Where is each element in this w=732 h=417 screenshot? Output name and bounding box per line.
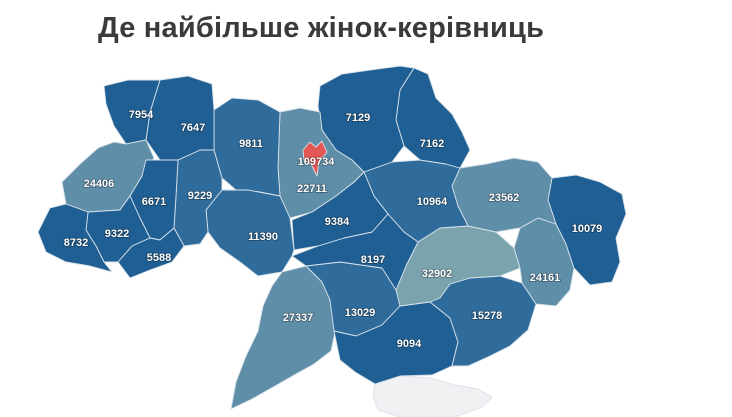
region-sumy[interactable] <box>395 67 471 169</box>
label-cherkasy: 9384 <box>325 216 350 228</box>
label-lviv: 24406 <box>84 178 115 190</box>
region-chernivtsi[interactable] <box>117 227 185 279</box>
label-odesa: 27337 <box>283 312 314 324</box>
label-dnipropetrovsk: 32902 <box>422 268 453 280</box>
label-khmelnytskyi: 9229 <box>188 190 212 202</box>
region-zakarpattia[interactable] <box>37 203 113 273</box>
label-rivne: 7647 <box>181 122 205 134</box>
region-crimea <box>372 375 493 417</box>
label-zhytomyr: 9811 <box>239 138 263 150</box>
label-kherson: 9094 <box>397 338 422 350</box>
label-poltava: 10964 <box>417 196 448 208</box>
label-volyn: 7954 <box>129 109 154 121</box>
label-luhansk: 10079 <box>572 223 603 235</box>
label-zaporizhzhia: 15278 <box>472 310 503 322</box>
region-kyiv-city[interactable] <box>302 140 328 177</box>
label-chernihiv: 7129 <box>346 112 370 124</box>
label-zakarpattia: 8732 <box>64 237 88 249</box>
label-kharkiv: 23562 <box>489 192 520 204</box>
label-chernivtsi: 5588 <box>147 252 171 264</box>
label-donetsk: 24161 <box>530 272 561 284</box>
label-kirovohrad: 8197 <box>361 254 385 266</box>
label-kyiv-oblast: 22711 <box>297 183 327 195</box>
region-luhansk[interactable] <box>547 174 627 286</box>
label-sumy: 7162 <box>420 138 444 150</box>
label-vinnytsia: 11390 <box>248 231 278 243</box>
label-ivano-frankivsk: 9322 <box>105 228 129 240</box>
region-odesa[interactable] <box>230 265 337 410</box>
region-zaporizhzhia[interactable] <box>429 275 537 367</box>
label-ternopil: 6671 <box>142 196 166 208</box>
map-title: Де найбільше жінок-керівниць <box>98 12 545 44</box>
label-kyiv-city: 109734 <box>298 156 336 168</box>
label-mykolaiv: 13029 <box>345 307 376 319</box>
